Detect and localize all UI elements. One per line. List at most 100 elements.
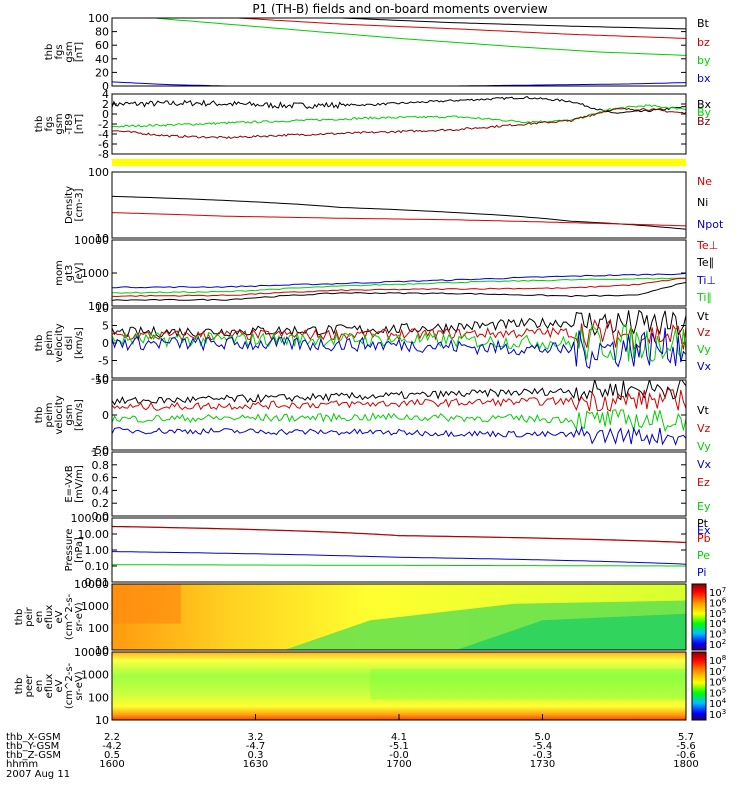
ytick-label: 100.00	[71, 512, 110, 525]
ylabel-line: [km/s]	[74, 399, 85, 431]
ylabel-line: mom	[54, 260, 65, 286]
xaxis-value: 5.0	[535, 732, 551, 743]
date-label: 2007 Aug 11	[6, 769, 70, 780]
legend-Vz: Vz	[697, 326, 711, 339]
series-Pe	[112, 551, 686, 565]
ytick-label: -50	[91, 444, 109, 457]
panel-4: momgt3[eV] 10000 1000 100 Te⊥ Te∥ Ti⊥ Ti∥	[54, 234, 718, 313]
legend-Pi: Pi	[697, 566, 706, 579]
xaxis-value: -0.3	[533, 750, 553, 761]
ytick-label: 100	[88, 622, 109, 635]
xaxis-row-label: thb_Y-GSM	[6, 741, 59, 752]
series-Vy	[112, 323, 686, 362]
xaxis-row-label: thb_X-GSM	[6, 732, 61, 743]
legend-Te∥: Te∥	[696, 256, 714, 269]
ytick-label: 10	[95, 644, 109, 657]
ylabel-line: gt3	[64, 265, 75, 282]
series-Vx	[112, 425, 686, 447]
ylabel-line: thb	[14, 678, 25, 695]
ylabel-line: peer	[24, 674, 35, 698]
ylabel-line: gsm	[64, 404, 75, 425]
legend-Vt: Vt	[697, 404, 710, 417]
x-axis-ephemeris: thb_X-GSM 2.2 3.2 4.1 5.0 5.7 thb_Y-GSM -4.2 -4.…	[6, 714, 699, 780]
xaxis-value: -0.6	[676, 750, 696, 761]
colorbar-tick: 107	[709, 586, 726, 599]
legend-By: By	[697, 106, 712, 119]
ylabel-line: fgs	[54, 44, 65, 59]
ylabel-line: peir	[24, 606, 35, 626]
ylabel-line: peim	[44, 330, 55, 355]
legend-Vy: Vy	[697, 343, 711, 356]
ylabel-line: E=-VxB	[64, 465, 75, 502]
xaxis-value: 5.7	[678, 732, 694, 743]
ytick-label: 4	[102, 88, 109, 101]
ytick-label: 100	[88, 12, 109, 25]
series-by	[150, 18, 686, 56]
ytick-label: -4	[98, 128, 109, 141]
legend-Vx: Vx	[697, 360, 712, 373]
panel-7-ylabel: E=-VxB[mV/m]	[64, 465, 85, 503]
ylabel-line: (cm^2-s-	[64, 593, 75, 640]
ytick-label: 0.4	[92, 484, 110, 497]
legend-Vy: Vy	[697, 440, 711, 453]
series-bz	[229, 18, 686, 39]
ytick-label: 10000	[74, 578, 109, 591]
ylabel-line: thb	[34, 116, 45, 133]
series-Pb	[112, 526, 686, 544]
ylabel-line: [km/s]	[74, 327, 85, 359]
ylabel-line: dsl	[64, 336, 75, 350]
series-Te∥	[112, 277, 686, 298]
ytick-label: 0	[102, 108, 109, 121]
ytick-label: 0.8	[92, 459, 110, 472]
ytick-label: 20	[95, 66, 109, 79]
ylabel-line: thb	[44, 44, 55, 61]
panel-frame	[111, 307, 687, 379]
xaxis-value: 1630	[243, 759, 268, 770]
legend-Te⊥: Te⊥	[696, 239, 718, 252]
ytick-label: 0.0	[92, 510, 110, 523]
colorbar-tick: 105	[709, 607, 726, 620]
legend-Pt: Pt	[697, 517, 709, 530]
legend-Ne: Ne	[697, 175, 712, 188]
panel-frame	[111, 171, 687, 239]
ytick-label: -8	[98, 148, 109, 161]
ytick-label: 10000	[74, 646, 109, 659]
ytick-label: 50	[95, 374, 109, 387]
ylabel-line: gsm	[64, 41, 75, 62]
ylabel-line: en	[34, 611, 45, 624]
ylabel-line: thb	[14, 609, 25, 626]
legend-Ex: Ex	[697, 524, 711, 537]
ylabel-line: gsm	[54, 113, 65, 134]
colorbar-tick: 106	[709, 596, 727, 609]
series-Ti⊥	[112, 272, 686, 289]
panel-frame	[111, 17, 687, 87]
legend-Npot: Npot	[697, 218, 724, 231]
colorbar	[691, 651, 707, 721]
colorbar-tick: 104	[709, 617, 727, 630]
xaxis-value: 1700	[386, 759, 411, 770]
series-Npot	[112, 212, 686, 227]
panel-3-ylabel: Density[cm-3]	[64, 186, 85, 224]
ylabel-line: [nPa]	[74, 537, 85, 563]
legend-Ni: Ni	[697, 196, 708, 209]
panel-3: Density[cm-3]100 10 Ne Ni Npot	[64, 166, 724, 245]
panel-frame	[111, 583, 687, 651]
xaxis-value: 0.3	[248, 750, 264, 761]
series-Bt	[331, 18, 686, 30]
panel-4-ylabel: momgt3[eV]	[54, 260, 85, 286]
ytick-label: -5	[98, 355, 109, 368]
legend-Bz: Bz	[697, 115, 711, 128]
series-Vz	[112, 388, 686, 412]
xaxis-row-label: thb_Z-GSM	[6, 750, 61, 761]
colorbar-tick: 106	[709, 676, 727, 689]
xaxis-value: -4.7	[246, 741, 266, 752]
panel-2-ylabel: thbfgsgsm-T89[nT]	[34, 113, 85, 135]
panel-9: thbpeirenefluxeV(cm^2-s-sr-eV) 10000 1000 1…	[14, 578, 727, 657]
ytick-label: 0.6	[92, 472, 110, 485]
ytick-label: 80	[95, 26, 109, 39]
ytick-label: 10	[95, 714, 109, 727]
electron-spectrogram	[112, 652, 686, 720]
panel-10: thbpeerenefluxeV(cm^2-s-sr-eV) 10000 1000 1…	[14, 646, 727, 727]
